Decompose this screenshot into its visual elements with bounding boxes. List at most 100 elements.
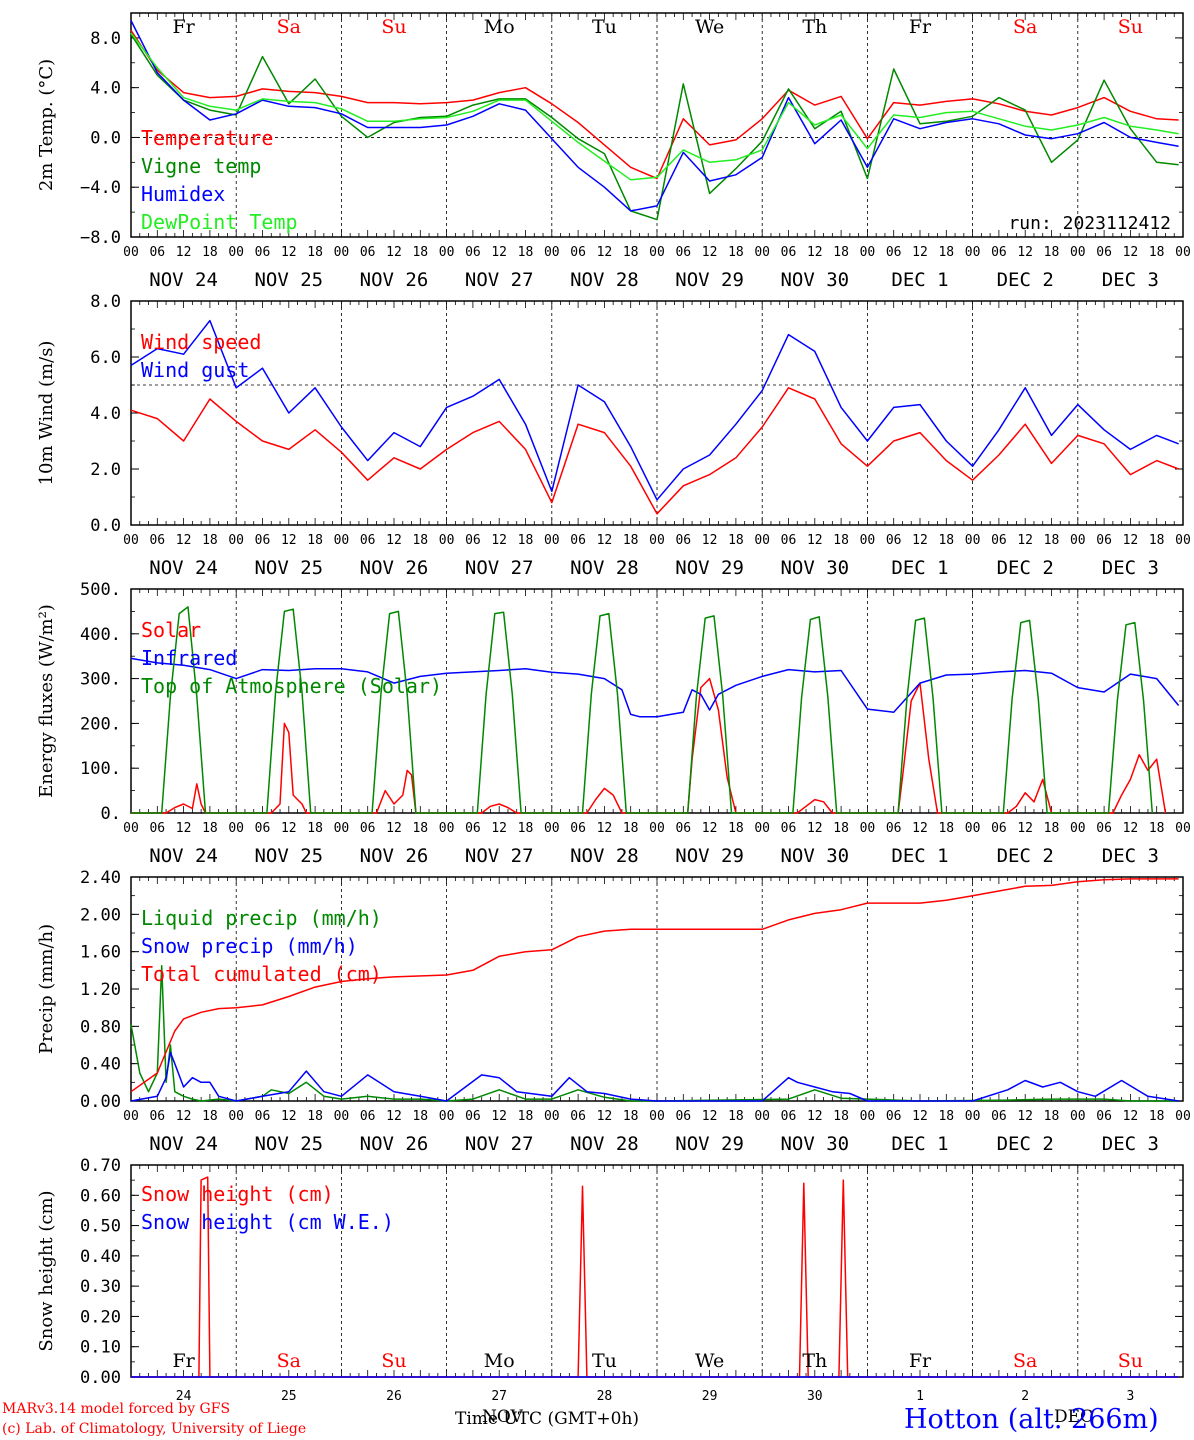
date-label: NOV 30 (780, 557, 849, 579)
hour-label: 00 (965, 1109, 981, 1124)
date-label: NOV 25 (254, 1133, 323, 1155)
hour-label: 00 (334, 533, 350, 548)
hour-label: 18 (833, 1109, 849, 1124)
date-label: DEC 3 (1102, 269, 1159, 291)
hour-label: 06 (781, 245, 797, 260)
hour-label: 00 (1175, 1109, 1191, 1124)
hour-label: 06 (570, 1109, 586, 1124)
hour-label: 12 (386, 245, 402, 260)
hour-label: 06 (886, 533, 902, 548)
panel-wind: 8.0 6.0 4.0 2.0 0.0 10m Wind (m/s) Wind speed W… (36, 292, 1191, 579)
hour-label: 00 (965, 821, 981, 836)
hour-label: 12 (386, 821, 402, 836)
date-label: NOV 30 (780, 269, 849, 291)
date-label: NOV 24 (149, 845, 218, 867)
hour-label: 00 (228, 1109, 244, 1124)
hour-label: 12 (807, 1109, 823, 1124)
day-number: 28 (597, 1389, 613, 1404)
day-name-top: Su (381, 16, 406, 38)
hour-label: 18 (1149, 1109, 1165, 1124)
legend-entry: Liquid precip (mm/h) (141, 906, 382, 930)
legend-entry: Wind speed (141, 330, 261, 354)
y-tick-label: 0.40 (80, 1247, 121, 1267)
hour-label: 00 (1070, 821, 1086, 836)
hour-label: 06 (1096, 821, 1112, 836)
day-number: 2 (1021, 1389, 1029, 1404)
panel-energy: 500. 400. 300. 200. 100. 0. Energy fluxes (W/m… (36, 580, 1191, 867)
hour-label: 06 (1096, 1109, 1112, 1124)
hour-label: 06 (465, 245, 481, 260)
day-name-top: Su (1118, 16, 1143, 38)
date-label: NOV 27 (465, 1133, 534, 1155)
hour-label: 12 (597, 245, 613, 260)
day-name-bottom: Tu (592, 1350, 617, 1372)
date-label: DEC 2 (997, 269, 1054, 291)
y-tick-label: 0.20 (80, 1307, 121, 1327)
date-label: DEC 1 (891, 269, 948, 291)
station-name: Hotton (alt. 266m) (904, 1404, 1159, 1435)
hour-label: 00 (544, 1109, 560, 1124)
date-label: NOV 28 (570, 845, 639, 867)
y-tick-label: 0.80 (80, 1017, 121, 1037)
hour-label: 06 (149, 1109, 165, 1124)
hour-label: 00 (334, 821, 350, 836)
hour-label: 06 (255, 1109, 271, 1124)
date-label: NOV 24 (149, 1133, 218, 1155)
series-line-precip-0 (130, 964, 1179, 1102)
hour-label: 00 (649, 821, 665, 836)
hour-label: 18 (728, 821, 744, 836)
date-label: DEC 3 (1102, 845, 1159, 867)
date-label: NOV 25 (254, 269, 323, 291)
hour-label: 06 (781, 821, 797, 836)
hour-label: 18 (518, 245, 534, 260)
hour-label: 12 (176, 821, 192, 836)
series-line-wind-0 (130, 387, 1179, 515)
day-name-bottom: Su (381, 1350, 406, 1372)
hour-label: 18 (938, 821, 954, 836)
hour-label: 00 (1175, 821, 1191, 836)
y-tick-label: 8.0 (90, 292, 121, 312)
hour-label: 18 (307, 533, 323, 548)
hour-label: 12 (1123, 533, 1139, 548)
day-name-bottom: We (695, 1350, 724, 1372)
hour-label: 00 (439, 1109, 455, 1124)
day-name-bottom: Fr (909, 1350, 932, 1372)
y-tick-label: 0.00 (80, 1092, 121, 1112)
hour-label: 00 (1070, 1109, 1086, 1124)
hour-label: 18 (623, 245, 639, 260)
y-tick-label: 0.30 (80, 1277, 121, 1297)
month-overlay-dec: DEC (1054, 1407, 1093, 1427)
hour-label: 06 (675, 533, 691, 548)
hour-label: 06 (886, 245, 902, 260)
hour-label: 06 (465, 1109, 481, 1124)
hour-label: 12 (702, 1109, 718, 1124)
hour-label: 18 (728, 1109, 744, 1124)
hour-label: 00 (228, 821, 244, 836)
day-name-top: Fr (909, 16, 932, 38)
day-name-top: Sa (277, 16, 301, 38)
day-name-top: Fr (172, 16, 195, 38)
hour-label: 18 (518, 533, 534, 548)
hour-label: 12 (1123, 245, 1139, 260)
y-tick-label: 1.60 (80, 943, 121, 963)
legend-entry: Snow height (cm W.E.) (141, 1210, 394, 1234)
hour-label: 12 (912, 821, 928, 836)
y-axis-title: Precip (mm/h) (36, 924, 57, 1054)
panel-snow: 0.70 0.60 0.50 0.40 0.30 0.20 0.10 0.00 Snow hei… (36, 1156, 1184, 1404)
model-credit: MARv3.14 model forced by GFS (2, 1401, 230, 1417)
date-label: NOV 28 (570, 557, 639, 579)
date-label: NOV 25 (254, 845, 323, 867)
copyright-credit: (c) Lab. of Climatology, University of L… (2, 1421, 306, 1437)
hour-label: 18 (728, 245, 744, 260)
hour-label: 12 (281, 533, 297, 548)
hour-label: 00 (334, 1109, 350, 1124)
date-label: DEC 3 (1102, 557, 1159, 579)
day-name-bottom: Th (802, 1350, 827, 1372)
hour-label: 00 (1175, 533, 1191, 548)
hour-label: 12 (1017, 533, 1033, 548)
date-label: DEC 1 (891, 845, 948, 867)
legend-entry: Temperature (141, 126, 273, 150)
hour-label: 06 (360, 533, 376, 548)
hour-label: 18 (1149, 245, 1165, 260)
hour-label: 18 (728, 533, 744, 548)
